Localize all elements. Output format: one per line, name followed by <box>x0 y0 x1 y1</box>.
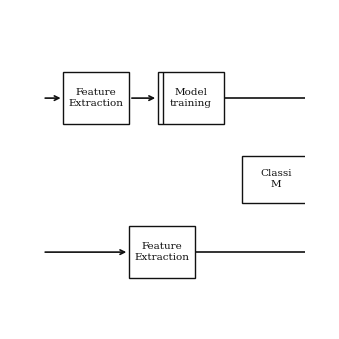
Bar <box>242 156 311 202</box>
Bar <box>158 72 224 124</box>
Bar <box>129 226 195 278</box>
Text: Feature
Extraction: Feature Extraction <box>69 88 124 108</box>
Bar <box>63 72 129 124</box>
Text: Feature
Extraction: Feature Extraction <box>135 242 190 262</box>
Text: Model
training: Model training <box>170 88 212 108</box>
Text: Classi
M: Classi M <box>260 169 292 189</box>
